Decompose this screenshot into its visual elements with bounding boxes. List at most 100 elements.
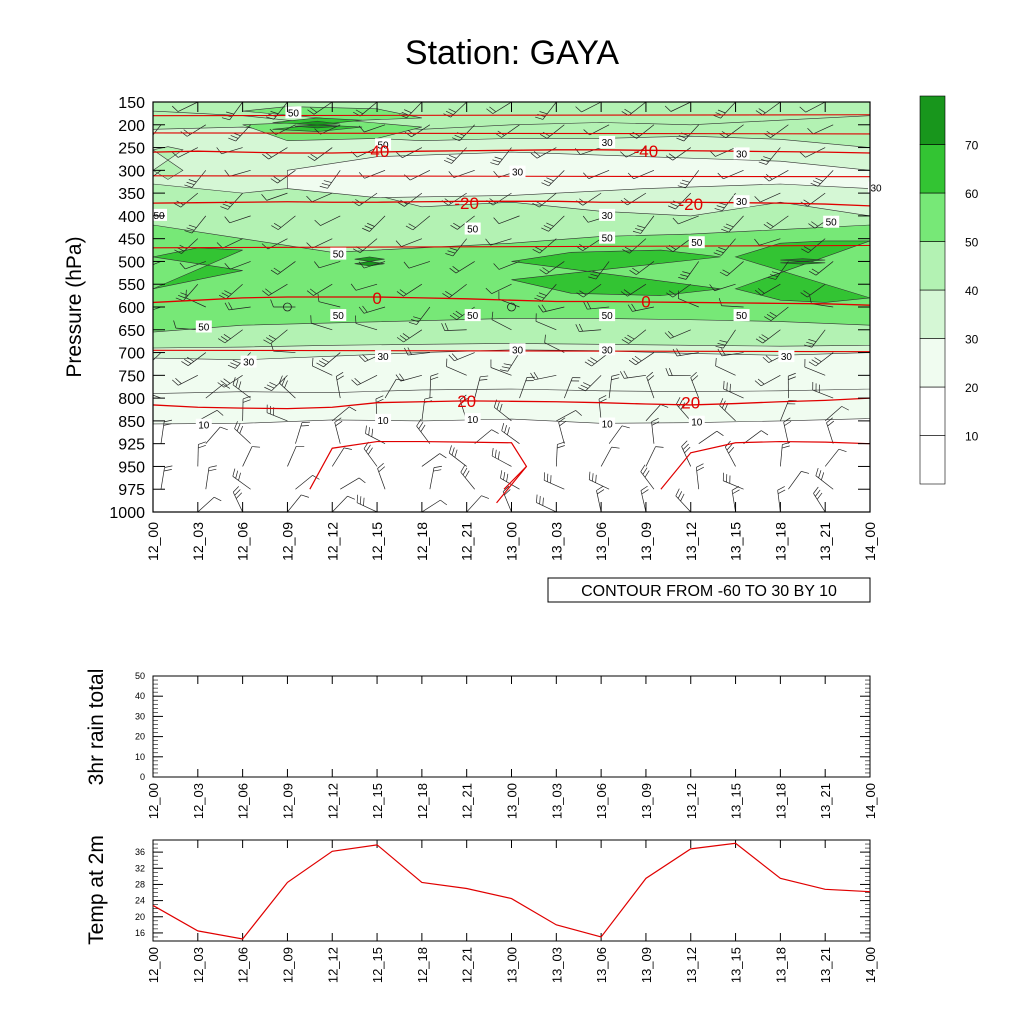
wind-barb-feather: [235, 379, 239, 388]
wind-barb-feather: [396, 378, 405, 381]
wind-barb: [448, 192, 467, 206]
pressure-tick-label: 250: [118, 141, 145, 158]
wind-barb-feather: [343, 447, 352, 450]
wind-barb-feather: [719, 340, 728, 343]
wind-barb-feather: [362, 354, 369, 361]
wind-barb-feather: [485, 238, 491, 246]
wind-barb-feather: [491, 311, 494, 320]
humidity-contour-label: 30: [378, 352, 390, 363]
wind-barb-feather: [174, 249, 182, 254]
wind-barb-feather: [670, 203, 679, 207]
wind-barb-feather: [460, 465, 466, 473]
wind-barb-feather: [408, 321, 417, 325]
wind-barb-feather: [492, 159, 501, 163]
wind-barb: [770, 306, 789, 321]
x-tick-label: 13_03: [549, 783, 564, 819]
rain-plot-frame: [152, 675, 871, 778]
wind-barb-feather: [404, 347, 409, 356]
temp-contour-line-upper: [153, 114, 870, 117]
wind-barb-feather: [404, 174, 411, 181]
wind-barb-feather: [811, 221, 819, 227]
wind-barb-feather: [754, 196, 761, 203]
x-tick-label: 12_12: [325, 783, 340, 819]
wind-barb-feather: [766, 314, 775, 319]
wind-barb-feather: [799, 106, 806, 113]
wind-barb-feather: [224, 216, 231, 224]
wind-barb: [625, 147, 647, 158]
pressure-tick-label: 1000: [109, 505, 145, 522]
wind-barb: [805, 102, 826, 113]
wind-barb: [723, 480, 744, 490]
wind-barb-feather: [186, 227, 195, 231]
wind-barb-feather: [784, 420, 792, 426]
wind-barb-feather: [358, 477, 366, 484]
wind-barb-feather: [224, 262, 231, 270]
wind-barb: [546, 261, 565, 275]
wind-barb-feather: [321, 183, 330, 186]
wind-barb: [581, 102, 602, 113]
wind-barb-feather: [413, 316, 421, 320]
temperature-contour-labels: -40 -40 -20 -20 0 0 20 20: [365, 142, 703, 412]
humidity-contour-label: 50: [467, 311, 479, 322]
wind-barb-feather: [262, 290, 269, 296]
time-tick-label: 12_12: [324, 522, 340, 561]
wind-barb: [719, 405, 736, 422]
time-tick-label: 13_03: [548, 522, 564, 561]
wind-barb-feather: [396, 152, 403, 158]
wind-barb-feather: [764, 316, 772, 321]
wind-barb-feather: [371, 428, 374, 437]
wind-barb: [670, 329, 691, 339]
wind-barb-feather: [754, 289, 762, 296]
wind-barb-feather: [213, 496, 222, 502]
wind-barb-feather: [163, 469, 172, 472]
wind-barb-feather: [536, 494, 538, 503]
wind-barb-feather: [266, 116, 274, 120]
wind-barb-feather: [666, 247, 674, 252]
wind-barb-feather: [667, 330, 674, 338]
wind-barb: [743, 430, 762, 444]
wind-barb-feather: [815, 489, 821, 497]
colorbar-box: [919, 338, 946, 388]
wind-barb-feather: [216, 147, 222, 154]
x-tick-label: 14_00: [863, 947, 878, 983]
wind-barb: [327, 170, 341, 189]
wind-barb-feather: [310, 153, 318, 159]
humidity-contour-label: 50: [691, 238, 703, 249]
wind-barb-feather: [208, 465, 217, 468]
wind-barb-feather: [669, 367, 673, 376]
wind-barb: [319, 261, 341, 269]
wind-barb: [627, 192, 647, 206]
wind-barb-feather: [261, 243, 269, 250]
pressure-tick-label: 400: [118, 209, 145, 226]
wind-barb: [191, 170, 207, 188]
wind-barb-feather: [405, 225, 414, 231]
wind-barb-feather: [766, 221, 774, 227]
wind-barb: [678, 215, 699, 225]
wind-barb-feather: [230, 135, 239, 139]
wind-barb: [815, 352, 834, 367]
wind-barb-feather: [494, 156, 503, 160]
wind-barb-feather: [401, 111, 410, 116]
wind-barb: [628, 102, 647, 116]
wind-barb-feather: [418, 421, 424, 430]
x-tick-label: 12_06: [236, 783, 251, 819]
wind-barb-feather: [402, 333, 410, 339]
wind-barb-feather: [481, 495, 490, 499]
fill-upper-drier: [287, 151, 870, 198]
wind-barb-feather: [800, 292, 808, 298]
wind-barb: [181, 238, 199, 254]
wind-barb: [780, 444, 783, 467]
wind-barb-feather: [637, 225, 646, 229]
wind-barb-feather: [624, 246, 633, 252]
x-tick-label: 12_00: [146, 783, 161, 819]
wind-barb-feather: [452, 312, 460, 318]
wind-barb: [278, 215, 296, 230]
temp-series: [152, 842, 871, 940]
wind-barb-feather: [269, 382, 277, 387]
wind-barb-feather: [485, 287, 492, 294]
wind-barb: [416, 306, 431, 325]
wind-barb-feather: [538, 305, 544, 313]
wind-barb-feather: [273, 267, 281, 273]
wind-barb-feather: [596, 485, 604, 491]
wind-barb-feather: [359, 355, 366, 362]
